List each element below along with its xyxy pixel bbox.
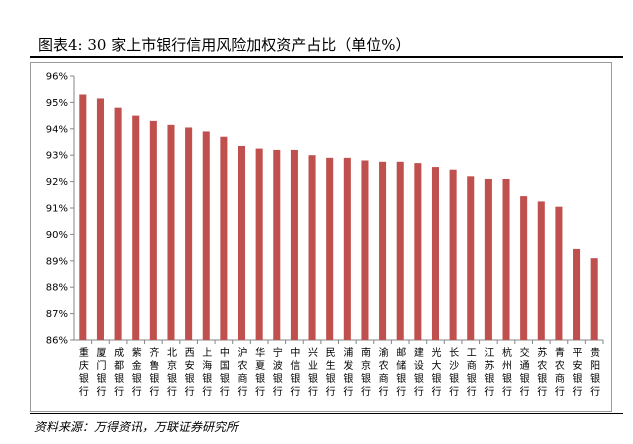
x-tick-label: 北京银行 bbox=[167, 347, 177, 398]
x-tick-label: 厦门银行 bbox=[96, 347, 106, 398]
x-tick-label: 浦发银行 bbox=[343, 346, 353, 398]
bar bbox=[343, 157, 351, 340]
bar bbox=[431, 167, 440, 340]
bar bbox=[590, 258, 598, 340]
bar bbox=[379, 161, 387, 340]
chart-frame bbox=[30, 62, 612, 412]
title-divider bbox=[30, 56, 623, 58]
x-tick-label: 华夏银行 bbox=[255, 346, 265, 398]
bar bbox=[520, 196, 528, 340]
x-tick-label: 沪农商行 bbox=[238, 346, 248, 398]
bar bbox=[396, 161, 404, 340]
x-tick-label: 工商银行 bbox=[467, 348, 477, 398]
y-tick-label: 89% bbox=[46, 256, 68, 267]
x-tick-label: 南京银行 bbox=[361, 346, 371, 398]
y-tick-label: 87% bbox=[46, 309, 68, 320]
x-tick-label: 上海银行 bbox=[202, 347, 212, 398]
y-tick-label: 94% bbox=[46, 124, 68, 135]
x-tick-label: 贵阳银行 bbox=[590, 346, 600, 398]
chart-bars bbox=[79, 94, 598, 341]
bar bbox=[573, 248, 581, 340]
y-tick-label: 91% bbox=[46, 204, 68, 215]
bar bbox=[449, 169, 457, 340]
source-note: 资料来源：万得资讯，万联证券研究所 bbox=[34, 420, 239, 434]
figure-title: 图表4: 30 家上市银行信用风险加权资产占比（单位%） bbox=[38, 36, 411, 54]
bar bbox=[502, 178, 510, 340]
bar bbox=[79, 94, 87, 340]
x-tick-label: 紫金银行 bbox=[132, 347, 142, 398]
y-tick-label: 86% bbox=[46, 336, 68, 347]
y-tick-label: 90% bbox=[46, 230, 68, 241]
bar bbox=[414, 163, 422, 340]
bar bbox=[273, 149, 281, 340]
y-tick-label: 93% bbox=[46, 151, 68, 162]
chart-axes bbox=[70, 75, 604, 344]
bar bbox=[96, 98, 104, 340]
bar bbox=[467, 176, 475, 340]
bar bbox=[114, 107, 122, 341]
x-tick-labels: 重庆银行厦门银行成都银行紫金银行齐鲁银行北京银行西安银行上海银行中国银行沪农商行… bbox=[79, 346, 600, 398]
x-tick-label: 杭州银行 bbox=[502, 346, 512, 398]
x-tick-label: 齐鲁银行 bbox=[149, 346, 159, 398]
bar bbox=[484, 178, 492, 340]
x-tick-label: 交通银行 bbox=[520, 346, 530, 398]
figure-title-bar: 图表4: 30 家上市银行信用风险加权资产占比（单位%） bbox=[30, 30, 623, 56]
x-tick-label: 成都银行 bbox=[114, 347, 124, 398]
y-tick-label: 96% bbox=[46, 72, 68, 83]
bar bbox=[202, 131, 210, 340]
bar bbox=[185, 127, 193, 340]
bar bbox=[308, 155, 316, 340]
x-tick-label: 重庆银行 bbox=[79, 346, 89, 398]
x-tick-label: 渝农商行 bbox=[379, 346, 389, 398]
bar bbox=[290, 149, 298, 340]
y-tick-labels: 86% 87% 88% 89% 90% 91% 92% 93% 94% 95% 96% bbox=[46, 72, 68, 347]
bar bbox=[132, 115, 140, 340]
x-tick-label: 中国银行 bbox=[220, 346, 230, 398]
x-tick-label: 长沙银行 bbox=[449, 347, 459, 398]
x-tick-label: 光大银行 bbox=[431, 346, 441, 398]
y-tick-label: 88% bbox=[46, 283, 68, 294]
x-tick-label: 平安银行 bbox=[573, 348, 583, 398]
y-tick-label: 95% bbox=[46, 98, 68, 109]
bar bbox=[555, 206, 563, 340]
y-tick-label: 92% bbox=[46, 177, 68, 188]
bar bbox=[326, 157, 334, 340]
source-divider bbox=[30, 413, 623, 414]
x-tick-label: 苏农银行 bbox=[537, 346, 547, 398]
bar bbox=[255, 148, 263, 340]
bar bbox=[237, 145, 246, 340]
bar bbox=[537, 201, 545, 340]
x-tick-label: 邮储银行 bbox=[396, 346, 406, 398]
x-tick-label: 西安银行 bbox=[185, 348, 195, 398]
x-tick-label: 中信银行 bbox=[290, 346, 300, 398]
x-tick-label: 民生银行 bbox=[326, 347, 336, 398]
x-tick-label: 青农商行 bbox=[555, 346, 565, 398]
bar bbox=[167, 124, 175, 340]
bar bbox=[149, 120, 157, 340]
bar bbox=[361, 160, 369, 340]
x-tick-label: 宁波银行 bbox=[273, 346, 283, 398]
x-tick-label: 兴业银行 bbox=[308, 347, 318, 398]
x-tick-label: 江苏银行 bbox=[484, 347, 494, 398]
bar bbox=[220, 136, 228, 340]
x-tick-label: 建设银行 bbox=[414, 346, 424, 398]
